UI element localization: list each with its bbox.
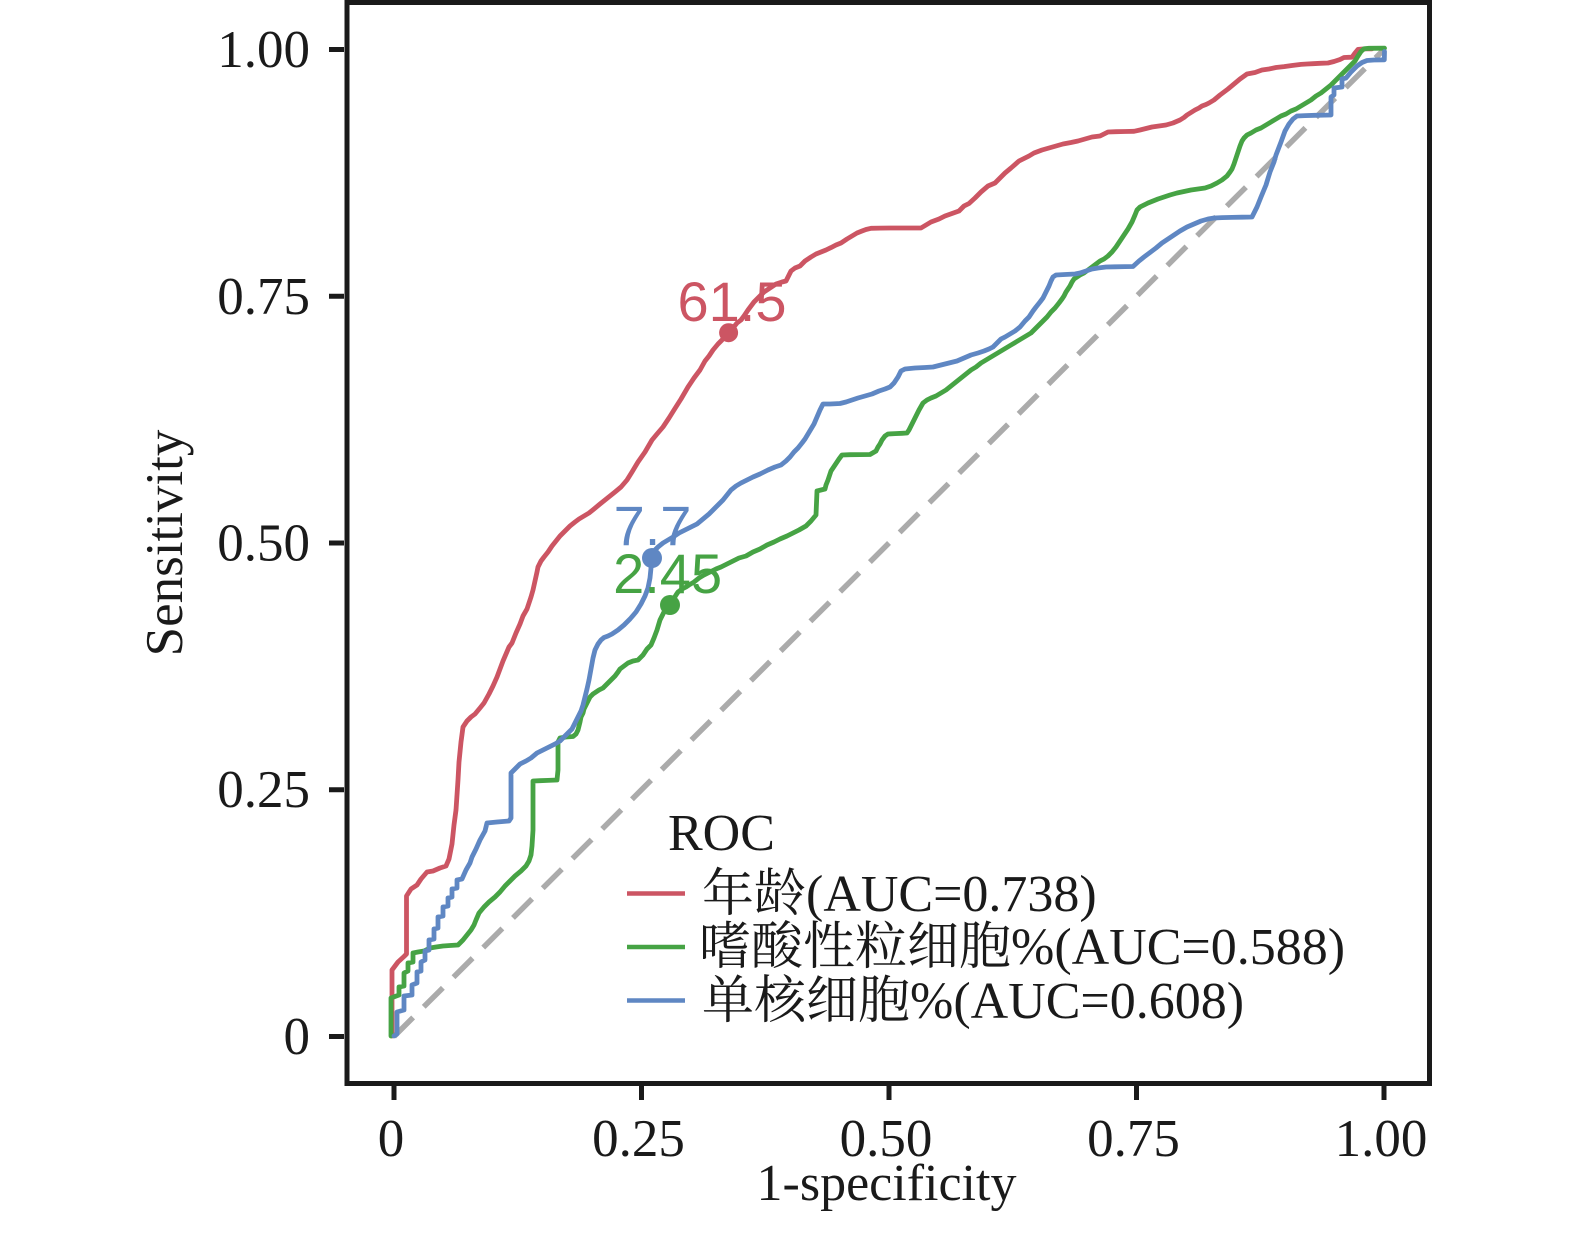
svg-text:ROC: ROC: [668, 805, 775, 862]
svg-text:1.00: 1.00: [1335, 1110, 1428, 1168]
svg-text:7.7: 7.7: [614, 494, 692, 557]
svg-text:1.00: 1.00: [217, 21, 310, 79]
svg-text:(AUC=0.738): (AUC=0.738): [806, 866, 1097, 923]
svg-text:Sensitivity: Sensitivity: [136, 429, 194, 656]
svg-text:0.50: 0.50: [840, 1110, 933, 1168]
svg-text:0.75: 0.75: [1087, 1110, 1180, 1168]
svg-text:0: 0: [284, 1008, 311, 1066]
svg-text:0.50: 0.50: [217, 515, 310, 573]
svg-text:0.25: 0.25: [217, 761, 310, 819]
svg-text:0.25: 0.25: [592, 1110, 685, 1168]
svg-text:%(AUC=0.608): %(AUC=0.608): [910, 973, 1244, 1030]
svg-text:%(AUC=0.588): %(AUC=0.588): [1011, 919, 1345, 976]
svg-text:0.75: 0.75: [217, 268, 310, 326]
svg-text:2.45: 2.45: [613, 542, 722, 605]
svg-text:1-specificity: 1-specificity: [757, 1155, 1017, 1212]
svg-text:0: 0: [378, 1110, 405, 1168]
svg-text:61.5: 61.5: [678, 270, 787, 333]
